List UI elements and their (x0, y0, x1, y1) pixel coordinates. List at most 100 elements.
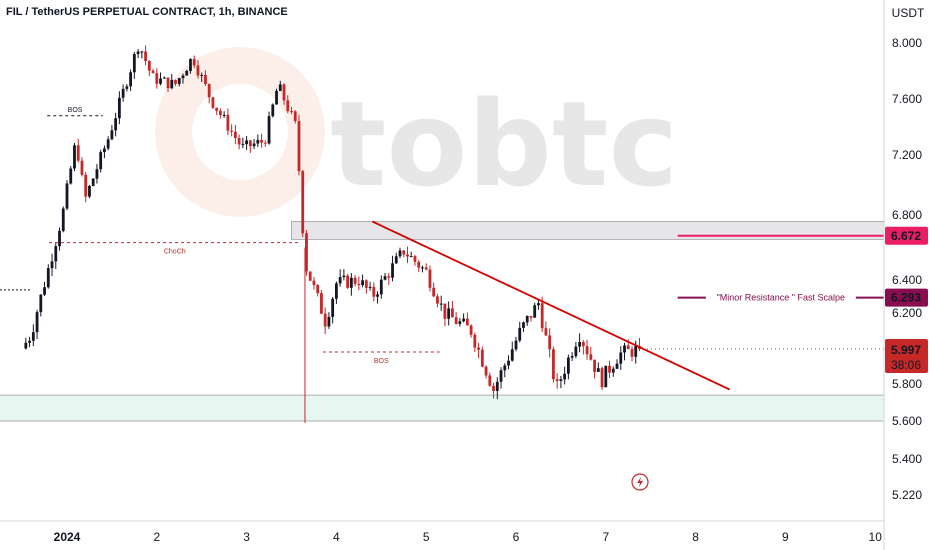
y-tick-label: 7.600 (892, 92, 922, 106)
bear-candle (469, 325, 473, 335)
bull-candle (241, 144, 245, 146)
trendline[interactable] (371, 220, 731, 391)
bear-candle (626, 345, 630, 350)
bear-candle (263, 142, 267, 144)
bear-candle (260, 139, 263, 143)
bear-candle (589, 354, 593, 360)
bull-candle (28, 340, 31, 343)
bear-candle (312, 280, 316, 286)
x-tick-label: 3 (243, 530, 250, 544)
bear-candle (192, 58, 196, 66)
bull-candle (394, 256, 398, 264)
bear-candle (320, 293, 323, 314)
y-tick-label: 6.800 (892, 208, 922, 222)
y-axis[interactable]: 8.000 7.600 7.200 6.800 6.400 6.200 5.800 5.600… (892, 36, 922, 502)
bear-candle (84, 174, 88, 197)
bull-candle (50, 261, 54, 269)
bear-candle (454, 317, 458, 324)
watermark-logo: tobtc (155, 47, 678, 217)
bear-candle (151, 70, 155, 74)
x-axis[interactable]: 2024 2 3 4 5 6 7 8 9 10 (54, 530, 883, 544)
bull-candle (510, 349, 514, 361)
bull-candle (634, 345, 638, 357)
x-tick-label: 5 (423, 530, 430, 544)
bull-candle (252, 143, 256, 147)
bull-candle (24, 342, 28, 349)
bear-candle (630, 349, 634, 357)
replay-icon[interactable] (631, 473, 649, 491)
bull-candle (140, 51, 144, 53)
bear-candle (406, 254, 409, 257)
bear-candle (207, 84, 211, 98)
bull-candle (566, 357, 570, 374)
y-tick-label: 5.600 (892, 414, 922, 428)
bull-candle (185, 70, 189, 76)
bull-candle (35, 312, 39, 333)
bear-candle (432, 287, 436, 297)
last-price-tag (885, 339, 928, 374)
bear-candle (155, 73, 159, 84)
bull-candle (559, 379, 563, 381)
bull-candle (383, 276, 387, 280)
bear-candle (76, 145, 80, 161)
bull-candle (338, 277, 342, 284)
bear-candle (230, 130, 234, 132)
bear-candle (226, 114, 230, 131)
bear-candle (443, 303, 447, 319)
annotation-label: BOS (374, 358, 389, 365)
bear-candle (147, 61, 151, 71)
bull-candle (110, 130, 114, 140)
bear-candle (402, 250, 406, 255)
bull-candle (574, 346, 578, 357)
bear-candle (233, 131, 237, 139)
bull-candle (563, 373, 567, 380)
bull-candle (421, 267, 424, 269)
bull-candle (136, 51, 140, 55)
bull-candle (189, 58, 192, 71)
chart-title: FIL / TetherUS PERPETUAL CONTRACT, 1h, B… (6, 6, 288, 18)
bull-candle (114, 118, 118, 131)
bear-candle (364, 280, 368, 288)
bull-candle (132, 54, 136, 73)
bull-candle (245, 140, 248, 145)
bull-candle (162, 77, 166, 79)
bull-candle (342, 275, 346, 278)
bull-candle (533, 305, 537, 318)
bear-candle (286, 100, 290, 112)
bull-candle (31, 332, 35, 341)
bull-candle (256, 139, 260, 144)
currency-label: USDT (892, 6, 925, 20)
bear-candle (219, 110, 222, 115)
bear-candle (297, 121, 301, 172)
bear-candle (581, 342, 585, 347)
bear-candle (484, 366, 488, 376)
bull-candle (181, 75, 185, 79)
x-tick-label: 6 (513, 530, 520, 544)
x-tick-label: 7 (602, 530, 609, 544)
bear-candle (477, 347, 480, 350)
y-tick-label: 8.000 (892, 36, 922, 50)
bull-candle (106, 139, 110, 149)
bear-candle (372, 286, 376, 297)
bear-candle (436, 296, 439, 304)
zones-layer (0, 221, 885, 422)
price-tag (885, 288, 928, 307)
bear-candle (308, 271, 312, 281)
bull-candle (54, 246, 58, 262)
bear-candle (293, 111, 297, 122)
bear-candle (608, 365, 611, 373)
bull-candle (88, 185, 91, 197)
bull-candle (615, 363, 619, 369)
bull-candle (58, 230, 61, 247)
bull-candle (335, 283, 338, 299)
bull-candle (159, 78, 162, 84)
y-tick-label: 7.200 (892, 148, 922, 162)
bull-candle (327, 316, 331, 327)
bear-candle (290, 111, 293, 113)
bull-candle (222, 114, 226, 116)
bear-candle (544, 328, 548, 336)
bull-candle (623, 345, 626, 353)
bull-candle (398, 250, 402, 257)
bull-candle (65, 183, 69, 209)
